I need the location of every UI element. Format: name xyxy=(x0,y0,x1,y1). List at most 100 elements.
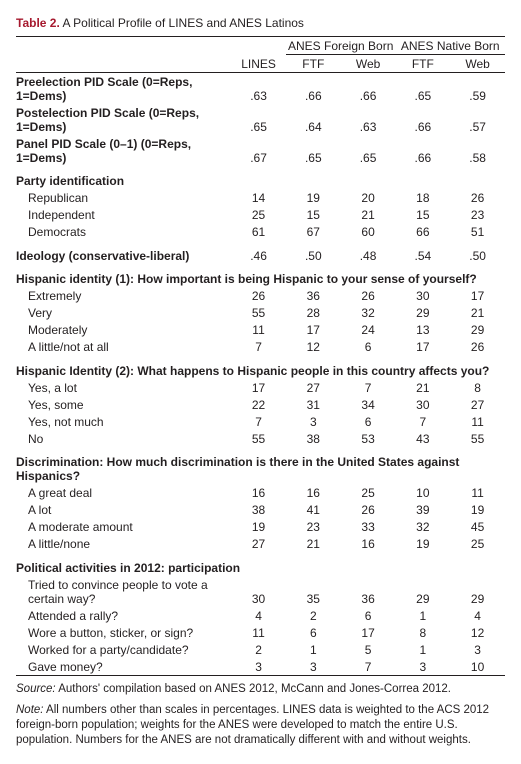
cell: .63 xyxy=(341,104,396,135)
section-header: Party identification xyxy=(16,166,505,190)
cell: 12 xyxy=(286,339,341,356)
cell: 53 xyxy=(341,430,396,447)
cell: 31 xyxy=(286,396,341,413)
cell: 66 xyxy=(395,224,450,241)
cell: 26 xyxy=(231,288,286,305)
cell: 51 xyxy=(450,224,505,241)
note-label: Note: xyxy=(16,704,44,716)
cell: 15 xyxy=(286,207,341,224)
table-title: Table 2. A Political Profile of LINES an… xyxy=(16,16,505,30)
row-label: No xyxy=(16,430,231,447)
table-row: Very5528322921 xyxy=(16,305,505,322)
data-table: ANES Foreign Born ANES Native Born LINES… xyxy=(16,36,505,676)
row-label: A little/not at all xyxy=(16,339,231,356)
cell: 19 xyxy=(450,502,505,519)
cell: 7 xyxy=(231,413,286,430)
cell: 11 xyxy=(450,413,505,430)
cell: .50 xyxy=(450,241,505,265)
cell: 36 xyxy=(286,288,341,305)
cell: 21 xyxy=(450,305,505,322)
cell: 23 xyxy=(286,519,341,536)
table-row: Independent2515211523 xyxy=(16,207,505,224)
cell: 17 xyxy=(450,288,505,305)
cell: .54 xyxy=(395,241,450,265)
cell: .63 xyxy=(231,73,286,105)
cell: 32 xyxy=(395,519,450,536)
cell: 38 xyxy=(286,430,341,447)
col-ftf2: FTF xyxy=(395,55,450,73)
cell: .65 xyxy=(395,73,450,105)
cell: .50 xyxy=(286,241,341,265)
row-label: Ideology (conservative-liberal) xyxy=(16,241,231,265)
cell: 17 xyxy=(231,379,286,396)
cell: 10 xyxy=(395,485,450,502)
cell: 21 xyxy=(341,207,396,224)
table-row: Postelection PID Scale (0=Reps, 1=Dems).… xyxy=(16,104,505,135)
table-row: Ideology (conservative-liberal).46.50.48… xyxy=(16,241,505,265)
cell: 11 xyxy=(231,322,286,339)
row-label: Democrats xyxy=(16,224,231,241)
cell: 21 xyxy=(395,379,450,396)
table-row: Hispanic Identity (2): What happens to H… xyxy=(16,356,505,380)
cell: 4 xyxy=(231,607,286,624)
cell: 5 xyxy=(341,641,396,658)
table-row: Moderately1117241329 xyxy=(16,322,505,339)
col-lines: LINES xyxy=(231,55,286,73)
cell: 25 xyxy=(231,207,286,224)
cell: 38 xyxy=(231,502,286,519)
cell: 17 xyxy=(286,322,341,339)
source-text: Authors' compilation based on ANES 2012,… xyxy=(56,683,451,695)
row-label: Republican xyxy=(16,190,231,207)
cell: 14 xyxy=(231,190,286,207)
cell: 60 xyxy=(341,224,396,241)
cell: 28 xyxy=(286,305,341,322)
cell: 8 xyxy=(395,624,450,641)
cell: 2 xyxy=(231,641,286,658)
cell: .59 xyxy=(450,73,505,105)
cell: 29 xyxy=(450,322,505,339)
table-row: Political activities in 2012: participat… xyxy=(16,553,505,577)
row-label: Independent xyxy=(16,207,231,224)
row-label: Tried to convince people to vote a certa… xyxy=(16,576,231,607)
cell: .66 xyxy=(341,73,396,105)
cell: .65 xyxy=(286,135,341,166)
table-row: No5538534355 xyxy=(16,430,505,447)
cell: .67 xyxy=(231,135,286,166)
row-label: A moderate amount xyxy=(16,519,231,536)
row-label: A little/none xyxy=(16,536,231,553)
cell: 55 xyxy=(450,430,505,447)
table-row: Hispanic identity (1): How important is … xyxy=(16,264,505,288)
cell: .66 xyxy=(286,73,341,105)
cell: 29 xyxy=(450,576,505,607)
row-label: Attended a rally? xyxy=(16,607,231,624)
row-label: Yes, some xyxy=(16,396,231,413)
table-row: Extremely2636263017 xyxy=(16,288,505,305)
cell: .58 xyxy=(450,135,505,166)
cell: 4 xyxy=(450,607,505,624)
table-row: Wore a button, sticker, or sign?11617812 xyxy=(16,624,505,641)
cell: 43 xyxy=(395,430,450,447)
table-row: Yes, some2231343027 xyxy=(16,396,505,413)
row-label: Moderately xyxy=(16,322,231,339)
cell: 7 xyxy=(231,339,286,356)
cell: 19 xyxy=(231,519,286,536)
table-row: Tried to convince people to vote a certa… xyxy=(16,576,505,607)
cell: .65 xyxy=(341,135,396,166)
cell: 6 xyxy=(341,339,396,356)
cell: 27 xyxy=(286,379,341,396)
cell: 22 xyxy=(231,396,286,413)
table-row: A great deal1616251011 xyxy=(16,485,505,502)
cell: 35 xyxy=(286,576,341,607)
table-row: Attended a rally?42614 xyxy=(16,607,505,624)
cell: 34 xyxy=(341,396,396,413)
group-header-foreign: ANES Foreign Born xyxy=(286,37,396,55)
row-label: Panel PID Scale (0–1) (0=Reps, 1=Dems) xyxy=(16,135,231,166)
cell: 27 xyxy=(231,536,286,553)
cell: 30 xyxy=(231,576,286,607)
cell: 29 xyxy=(395,576,450,607)
cell: 25 xyxy=(450,536,505,553)
cell: .48 xyxy=(341,241,396,265)
cell: 7 xyxy=(395,413,450,430)
row-label: Extremely xyxy=(16,288,231,305)
section-header: Hispanic Identity (2): What happens to H… xyxy=(16,356,505,380)
